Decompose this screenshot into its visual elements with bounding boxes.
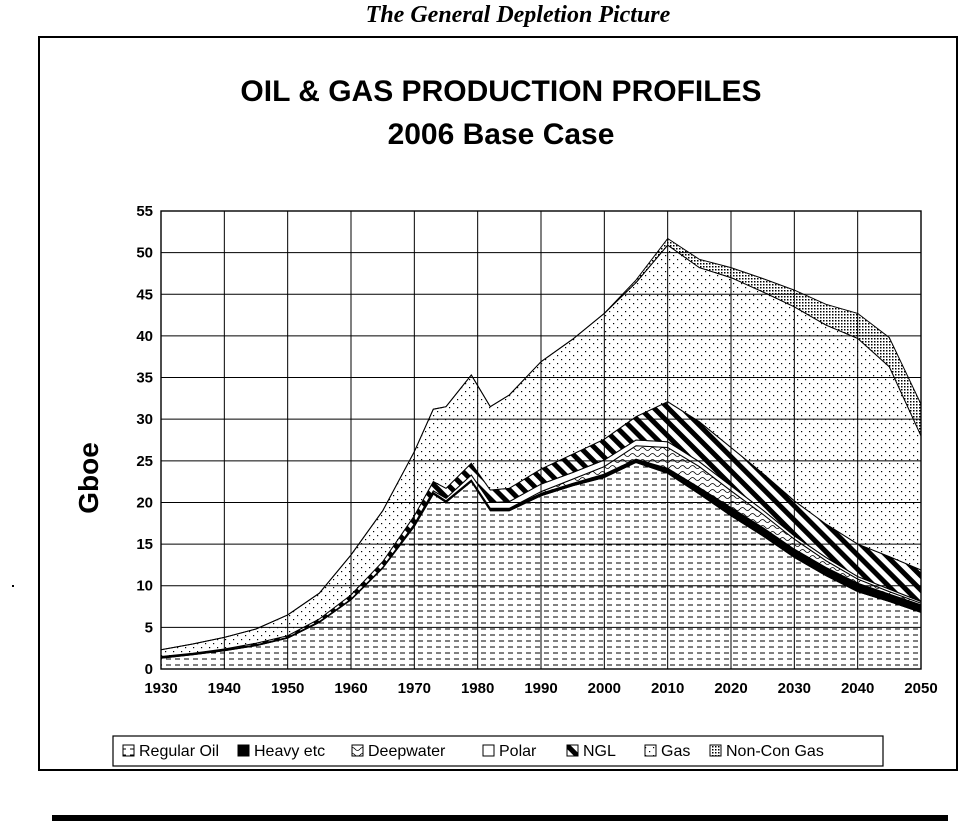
plot-border [160,210,922,670]
x-tick-label: 1960 [334,680,367,697]
y-tick-label: 30 [136,411,153,428]
y-tick-labels: 0 5 10 15 20 25 30 35 40 45 50 55 [136,203,153,678]
x-tick-label: 2020 [714,680,747,697]
y-axis-label: Gboe [73,442,104,514]
chart-title: OIL & GAS PRODUCTION PROFILES [240,75,761,108]
x-tick-labels: 1930 1940 1950 1960 1970 1980 1990 2000 2010 2020… [144,680,937,697]
y-tick-label: 50 [136,245,153,262]
x-tick-label: 1980 [461,680,494,697]
chart-svg: OIL & GAS PRODUCTION PROFILES 2006 Base … [73,75,938,767]
legend-label-polar: Polar [499,743,537,760]
x-tick-label: 2030 [778,680,811,697]
legend-swatch-heavy-etc [237,744,250,757]
y-tick-label: 15 [136,536,153,553]
x-tick-label: 2040 [841,680,874,697]
legend-swatch-gas [644,744,657,757]
x-tick-label: 1930 [144,680,177,697]
y-tick-label: 0 [145,661,153,678]
legend-label-non-con-gas: Non-Con Gas [726,743,824,760]
y-tick-label: 55 [136,203,153,220]
y-tick-label: 40 [136,328,153,345]
grid-lines [160,210,922,670]
legend-swatch-non-con-gas [709,744,722,757]
page-caption: The General Depletion Picture [365,2,671,28]
legend-label-gas: Gas [661,743,690,760]
x-tick-label: 1970 [398,680,431,697]
y-tick-label: 25 [136,453,153,470]
bottom-rule [52,815,948,821]
legend-label-regular-oil: Regular Oil [139,743,219,760]
chart-frame: OIL & GAS PRODUCTION PROFILES 2006 Base … [38,36,958,771]
stray-mark [12,585,14,587]
x-tick-label: 1950 [271,680,304,697]
legend: Regular Oil Heavy etc Deepwater Polar NGL Gas… [112,735,884,767]
y-tick-label: 10 [136,578,153,595]
chart-subtitle: 2006 Base Case [388,118,615,151]
x-tick-label: 1940 [208,680,241,697]
legend-swatch-ngl [566,744,579,757]
y-tick-label: 20 [136,494,153,511]
legend-label-ngl: NGL [583,743,616,760]
legend-label-deepwater: Deepwater [368,743,446,760]
y-tick-label: 5 [145,619,153,636]
x-tick-label: 2000 [588,680,621,697]
x-tick-label: 2010 [651,680,684,697]
x-tick-label: 1990 [524,680,557,697]
y-tick-label: 35 [136,370,153,387]
legend-swatch-polar [482,744,495,757]
legend-swatch-deepwater [351,744,364,757]
legend-label-heavy-etc: Heavy etc [254,743,325,760]
x-tick-label: 2050 [904,680,937,697]
legend-swatch-regular-oil [122,744,135,757]
y-tick-label: 45 [136,286,153,303]
